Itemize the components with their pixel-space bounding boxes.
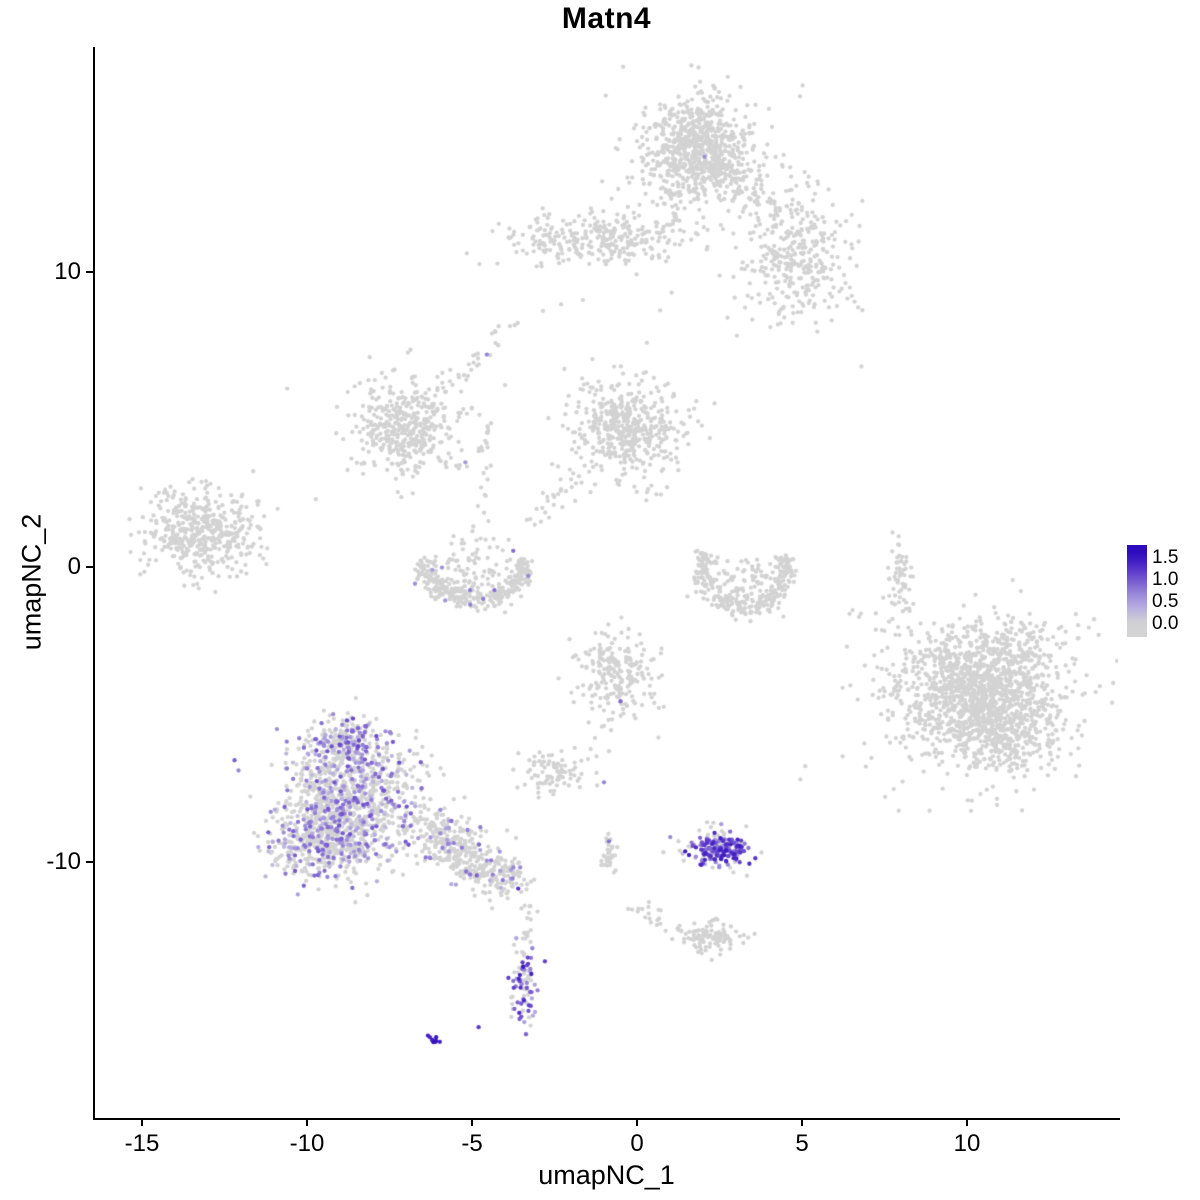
x-tick-mark <box>966 1118 968 1126</box>
y-tick-label: 10 <box>54 258 81 285</box>
y-tick-label: -10 <box>46 848 81 875</box>
x-tick-mark <box>801 1118 803 1126</box>
x-tick-label: 10 <box>953 1130 981 1157</box>
plot-title: Matn4 <box>561 2 652 35</box>
x-tick-mark <box>306 1118 308 1126</box>
x-tick-label: 0 <box>630 1130 644 1157</box>
y-tick-mark <box>86 271 94 273</box>
y-axis-label: umapNC_2 <box>16 513 47 651</box>
x-tick-mark <box>141 1118 143 1126</box>
legend-gradient-bar <box>1127 545 1147 637</box>
y-axis-line <box>93 47 95 1120</box>
legend-tick-label: 0.0 <box>1152 612 1179 634</box>
x-axis-label: umapNC_1 <box>538 1160 675 1190</box>
x-tick-label: -5 <box>461 1130 483 1157</box>
legend-tick-label: 0.5 <box>1152 590 1179 612</box>
x-tick-mark <box>471 1118 473 1126</box>
x-tick-label: 5 <box>795 1130 809 1157</box>
y-tick-mark <box>86 566 94 568</box>
x-axis-line <box>93 1118 1120 1120</box>
y-tick-mark <box>86 861 94 863</box>
legend-tick-label: 1.5 <box>1152 547 1179 569</box>
x-tick-mark <box>636 1118 638 1126</box>
x-tick-label: -10 <box>289 1130 325 1157</box>
legend-tick-label: 1.0 <box>1152 569 1179 591</box>
x-tick-label: -15 <box>124 1130 160 1157</box>
y-tick-label: 0 <box>67 553 81 580</box>
